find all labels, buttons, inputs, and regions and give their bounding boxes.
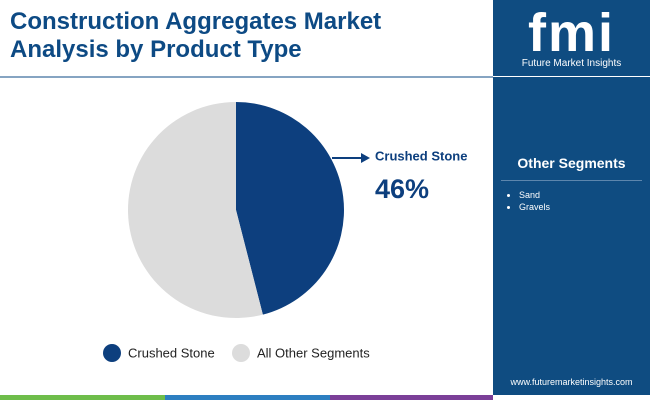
pie-slice bbox=[236, 102, 345, 315]
segment-item: Gravels bbox=[519, 202, 550, 212]
chart-title: Construction Aggregates Market Analysis … bbox=[10, 8, 382, 63]
chart: Crushed Stone 46% Crushed Stone All Other… bbox=[0, 76, 493, 400]
strip bbox=[330, 395, 493, 400]
logo: fmi bbox=[528, 3, 615, 63]
segment-list: Sand Gravels bbox=[519, 190, 550, 214]
strip bbox=[165, 395, 330, 400]
arrow-head bbox=[361, 153, 370, 163]
sidebar-heading: Other Segments bbox=[517, 155, 626, 171]
strip bbox=[0, 395, 165, 400]
segment-item: Sand bbox=[519, 190, 550, 200]
value-label: 46% bbox=[375, 174, 429, 204]
legend-label: Crushed Stone bbox=[128, 345, 215, 360]
brand-name: Future Market Insights bbox=[521, 58, 622, 69]
divider bbox=[501, 180, 642, 181]
legend-label: All Other Segments bbox=[257, 345, 370, 360]
sidebar: fmi Future Market Insights Other Segment… bbox=[493, 0, 650, 395]
divider bbox=[493, 76, 650, 77]
footer-url: www.futuremarketinsights.com bbox=[510, 377, 633, 387]
annotation-label: Crushed Stone bbox=[375, 148, 467, 163]
legend-marker bbox=[103, 344, 121, 362]
pie-slice bbox=[128, 102, 263, 318]
legend-marker bbox=[232, 344, 250, 362]
